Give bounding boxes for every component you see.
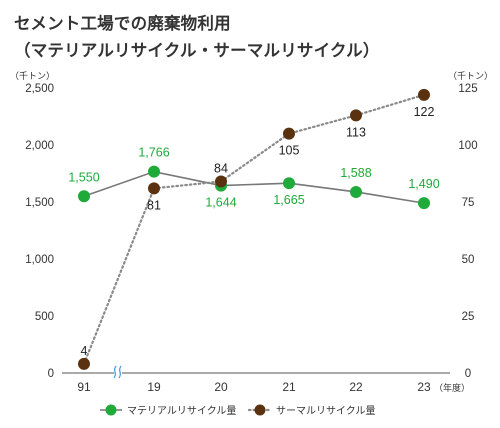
data-label-material: 1,766 xyxy=(138,146,169,160)
data-point-material xyxy=(283,177,295,190)
legend-marker-material xyxy=(105,404,117,416)
y-left-tick-label: 0 xyxy=(48,368,54,380)
data-label-material: 1,665 xyxy=(273,193,304,207)
axis-break-gap xyxy=(114,367,122,379)
data-point-material xyxy=(78,190,90,203)
x-tick-label: 23 xyxy=(417,380,431,394)
chart-title-line2: （マテリアルリサイクル・サーマルリサイクル） xyxy=(14,42,380,60)
data-point-thermal xyxy=(148,182,160,195)
legend-label-material: マテリアルリサイクル量 xyxy=(127,405,236,417)
chart-title-line1: セメント工場での廃棄物利用 xyxy=(14,15,231,33)
data-label-thermal: 113 xyxy=(346,125,366,139)
legend-marker-thermal xyxy=(254,404,266,416)
data-label-material: 1,644 xyxy=(205,196,236,210)
data-label-thermal: 81 xyxy=(147,198,161,212)
x-tick-label: 91 xyxy=(77,380,91,394)
data-label-material: 1,550 xyxy=(68,170,99,184)
series-line-material xyxy=(83,170,425,204)
data-label-thermal: 105 xyxy=(279,144,300,158)
y-right-tick-label: 75 xyxy=(462,197,475,209)
y-left-tick-label: 2,000 xyxy=(25,140,54,152)
series-line-thermal xyxy=(82,93,426,365)
legend-label-thermal: サーマルリサイクル量 xyxy=(276,405,376,417)
y-left-tick-label: 2,500 xyxy=(25,83,54,95)
data-point-thermal xyxy=(283,127,295,140)
data-point-thermal xyxy=(350,109,362,122)
data-point-material xyxy=(418,197,430,210)
data-label-material: 1,490 xyxy=(408,177,439,191)
data-point-thermal xyxy=(418,88,430,101)
x-unit-label: （年度） xyxy=(434,382,470,393)
x-tick-label: 20 xyxy=(214,380,228,394)
data-label-material: 1,588 xyxy=(340,166,371,180)
data-label-thermal: 84 xyxy=(214,161,228,175)
x-tick-label: 21 xyxy=(282,380,296,394)
data-point-thermal xyxy=(215,175,227,188)
axis-break-mark xyxy=(118,365,122,379)
data-point-material xyxy=(148,165,160,178)
data-point-thermal xyxy=(78,357,90,370)
y-left-unit-label: （千トン） xyxy=(10,71,55,81)
y-left-tick-label: 1,500 xyxy=(25,197,54,209)
y-right-tick-label: 125 xyxy=(458,83,477,95)
x-tick-label: 22 xyxy=(349,380,363,394)
y-right-tick-label: 0 xyxy=(465,368,471,380)
data-point-material xyxy=(350,185,362,198)
y-right-tick-label: 50 xyxy=(462,254,475,266)
axis-break-mark xyxy=(113,365,117,379)
y-right-tick-label: 25 xyxy=(462,311,475,323)
data-label-thermal: 122 xyxy=(414,105,435,119)
y-right-tick-label: 100 xyxy=(458,140,477,152)
y-right-unit-label: （千トン） xyxy=(448,71,493,81)
x-tick-label: 19 xyxy=(147,380,161,394)
y-left-tick-label: 1,000 xyxy=(25,254,54,266)
y-left-tick-label: 500 xyxy=(35,311,54,323)
data-label-thermal: 4 xyxy=(81,344,88,358)
